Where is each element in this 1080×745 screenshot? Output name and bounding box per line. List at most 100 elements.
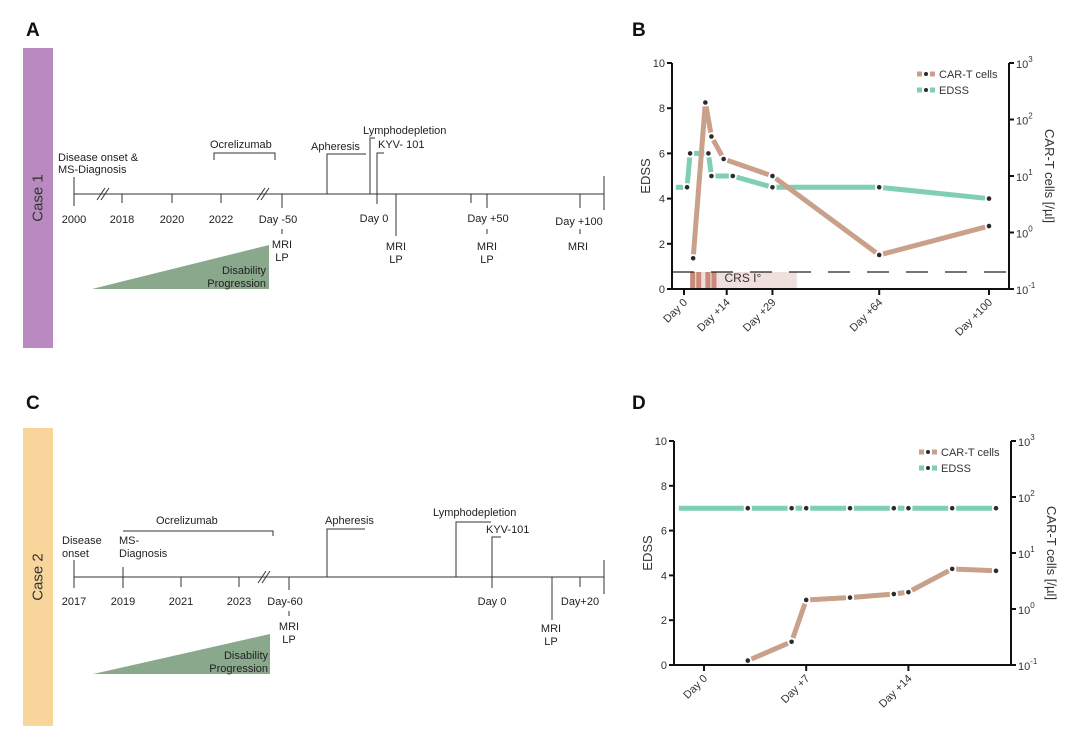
y-tick-label: 10	[655, 436, 667, 448]
data-point-car-t-cells	[745, 658, 751, 663]
y-axis-label: EDSS	[640, 535, 655, 571]
crs-stripe	[711, 271, 717, 289]
data-point-car-t-cells	[949, 566, 955, 572]
x-tick-label: Day +7	[779, 673, 812, 706]
mri-label: MRI	[477, 241, 497, 253]
y-tick-label: 0	[659, 284, 665, 296]
tick-label: Day-60	[267, 596, 302, 608]
mri-label: MRI	[272, 239, 292, 251]
data-point-car-t-cells	[709, 134, 714, 139]
ocrelizumab-label: Ocrelizumab	[210, 139, 272, 151]
lymphodepletion-marker	[455, 521, 491, 577]
data-point-edss	[949, 505, 955, 511]
legend-marker	[924, 88, 928, 92]
y-tick-label: 0	[661, 660, 667, 672]
y2-axis-label: CAR-T cells [/µl]	[1044, 506, 1059, 600]
kyv-marker	[376, 152, 384, 194]
apheresis-label: Apheresis	[311, 141, 360, 153]
tick-label: 2020	[160, 214, 184, 226]
series-segment-car-t-cells	[910, 568, 950, 593]
data-point-edss	[706, 151, 711, 156]
y2-tick-label: 102	[1018, 489, 1035, 505]
data-point-car-t-cells	[690, 255, 696, 261]
data-point-edss	[745, 505, 751, 511]
onset-label: Disease onset &	[58, 152, 139, 164]
panel-label-a: A	[26, 20, 40, 41]
data-point-edss	[684, 185, 690, 190]
data-point-car-t-cells	[703, 100, 708, 105]
progression-label: Disability	[222, 265, 267, 277]
y-tick-label: 4	[661, 570, 667, 582]
lymphodepletion-marker	[369, 137, 375, 194]
data-point-edss	[803, 505, 809, 511]
data-point-car-t-cells	[721, 156, 726, 162]
data-point-car-t-cells	[789, 639, 794, 645]
data-point-edss	[891, 505, 897, 511]
lp-label: LP	[275, 252, 288, 264]
data-point-edss	[730, 173, 736, 179]
y2-tick-label: 10-1	[1018, 657, 1038, 673]
series-segment-car-t-cells	[726, 157, 770, 178]
series-segment-car-t-cells	[810, 595, 847, 603]
mri-label: MRI	[386, 241, 406, 253]
y-axis-label: EDSS	[638, 158, 653, 194]
onset-label: Disease	[62, 535, 102, 547]
panel-label-d: D	[632, 393, 646, 414]
series-segment-car-t-cells	[853, 591, 891, 600]
case-2-bar: Case 2	[23, 428, 53, 726]
case-1-bar: Case 1	[23, 48, 53, 348]
legend-marker	[926, 466, 930, 470]
x-tick-label: Day +14	[877, 673, 915, 711]
mri-label: MRI	[541, 623, 561, 635]
axis-break	[100, 187, 110, 201]
tick-label: 2021	[169, 596, 193, 608]
disability-progression-wedge	[93, 634, 270, 674]
tick-label: 2018	[110, 214, 134, 226]
crs-stripe	[705, 271, 711, 289]
timeline-case-2: Disease onset MS- Diagnosis Ocrelizumab …	[62, 507, 605, 675]
lp-label: LP	[480, 254, 493, 266]
legend-marker	[926, 450, 930, 454]
data-point-car-t-cells	[986, 223, 992, 229]
tick-label: Day 0	[360, 213, 389, 225]
data-point-edss	[986, 196, 992, 201]
crs-stripe	[696, 271, 702, 289]
y2-tick-label: 10-1	[1016, 281, 1036, 297]
axis-break	[261, 570, 271, 584]
data-point-edss	[770, 185, 775, 190]
y2-tick-label: 101	[1016, 168, 1033, 184]
tick-label: Day +50	[467, 213, 508, 225]
ocrelizumab-bracket	[123, 530, 274, 536]
data-point-edss	[906, 505, 911, 511]
lymphodepletion-label: Lymphodepletion	[433, 507, 516, 519]
axis-break	[260, 187, 270, 201]
tick-label: 2023	[227, 596, 251, 608]
data-point-car-t-cells	[906, 589, 911, 595]
data-point-car-t-cells	[993, 568, 999, 574]
legend-label: EDSS	[941, 463, 971, 475]
series-segment-car-t-cells	[750, 641, 789, 662]
data-point-car-t-cells	[770, 173, 775, 179]
series-segment-edss	[735, 174, 770, 189]
data-point-car-t-cells	[876, 252, 882, 258]
data-point-edss	[709, 173, 714, 179]
panel-label-c: C	[26, 393, 40, 414]
lp-label: LP	[389, 254, 402, 266]
y2-tick-label: 103	[1018, 433, 1035, 449]
y-tick-label: 6	[659, 148, 665, 160]
legend-label: CAR-T cells	[939, 69, 998, 81]
legend-label: EDSS	[939, 85, 969, 97]
crs-stripe	[690, 271, 696, 289]
axis-break	[257, 570, 267, 584]
data-point-edss	[789, 505, 794, 511]
mri-label: MRI	[279, 621, 299, 633]
y-tick-label: 8	[659, 103, 665, 115]
diagnosis-label: MS-Diagnosis	[58, 164, 127, 176]
apheresis-label: Apheresis	[325, 515, 374, 527]
series-segment-edss	[684, 157, 693, 184]
data-point-edss	[687, 151, 693, 156]
tick-label: Day +100	[555, 216, 602, 228]
crs-band	[693, 271, 797, 289]
y-tick-label: 2	[659, 239, 665, 251]
diagnosis-label: MS-	[119, 535, 140, 547]
